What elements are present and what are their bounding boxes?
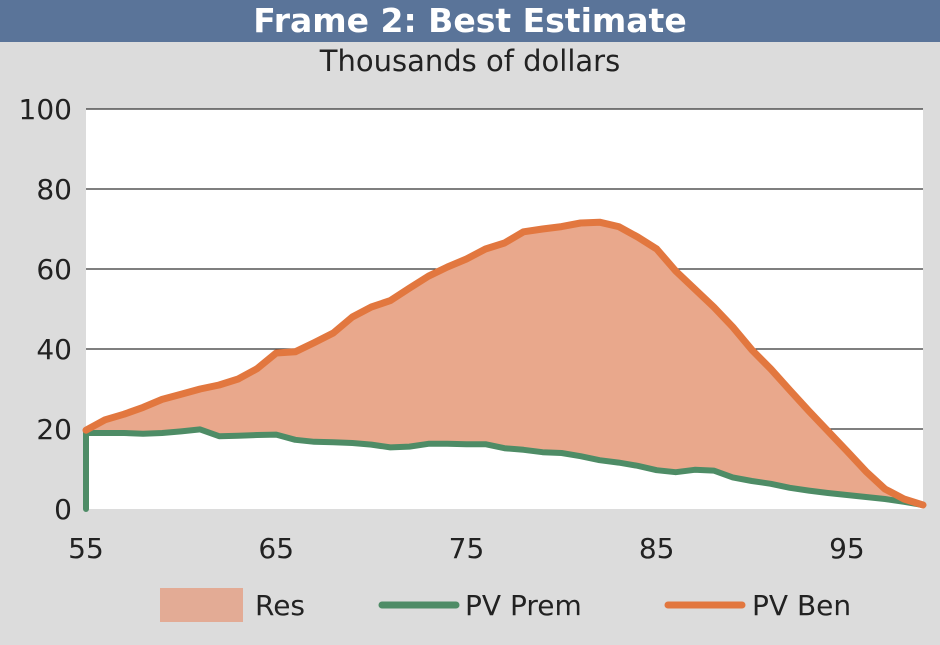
legend: Res PV Prem PV Ben [160,588,851,622]
legend-swatch-res [160,588,243,622]
chart-title: Frame 2: Best Estimate [0,0,940,42]
x-tick-label-95: 95 [829,532,865,565]
y-axis-ticks: 0 20 40 60 80 100 [19,93,72,526]
y-tick-label-80: 80 [36,173,72,206]
series-res-area [86,222,923,505]
x-axis-ticks: 55 65 75 85 95 [68,532,865,565]
y-tick-label-60: 60 [36,253,72,286]
y-tick-label-0: 0 [54,493,72,526]
legend-label-pv-prem: PV Prem [465,589,582,622]
x-tick-label-75: 75 [449,532,485,565]
series-group [82,218,927,512]
y-tick-label-20: 20 [36,413,72,446]
series-pv-prem-line [83,426,926,512]
y-tick-label-100: 100 [19,93,72,126]
x-tick-label-85: 85 [639,532,675,565]
legend-label-res: Res [255,589,305,622]
series-pv-ben-line [82,218,927,509]
x-tick-label-55: 55 [68,532,104,565]
chart-subtitle: Thousands of dollars [319,44,621,78]
x-tick-label-65: 65 [258,532,294,565]
y-tick-label-40: 40 [36,333,72,366]
legend-label-pv-ben: PV Ben [752,589,851,622]
